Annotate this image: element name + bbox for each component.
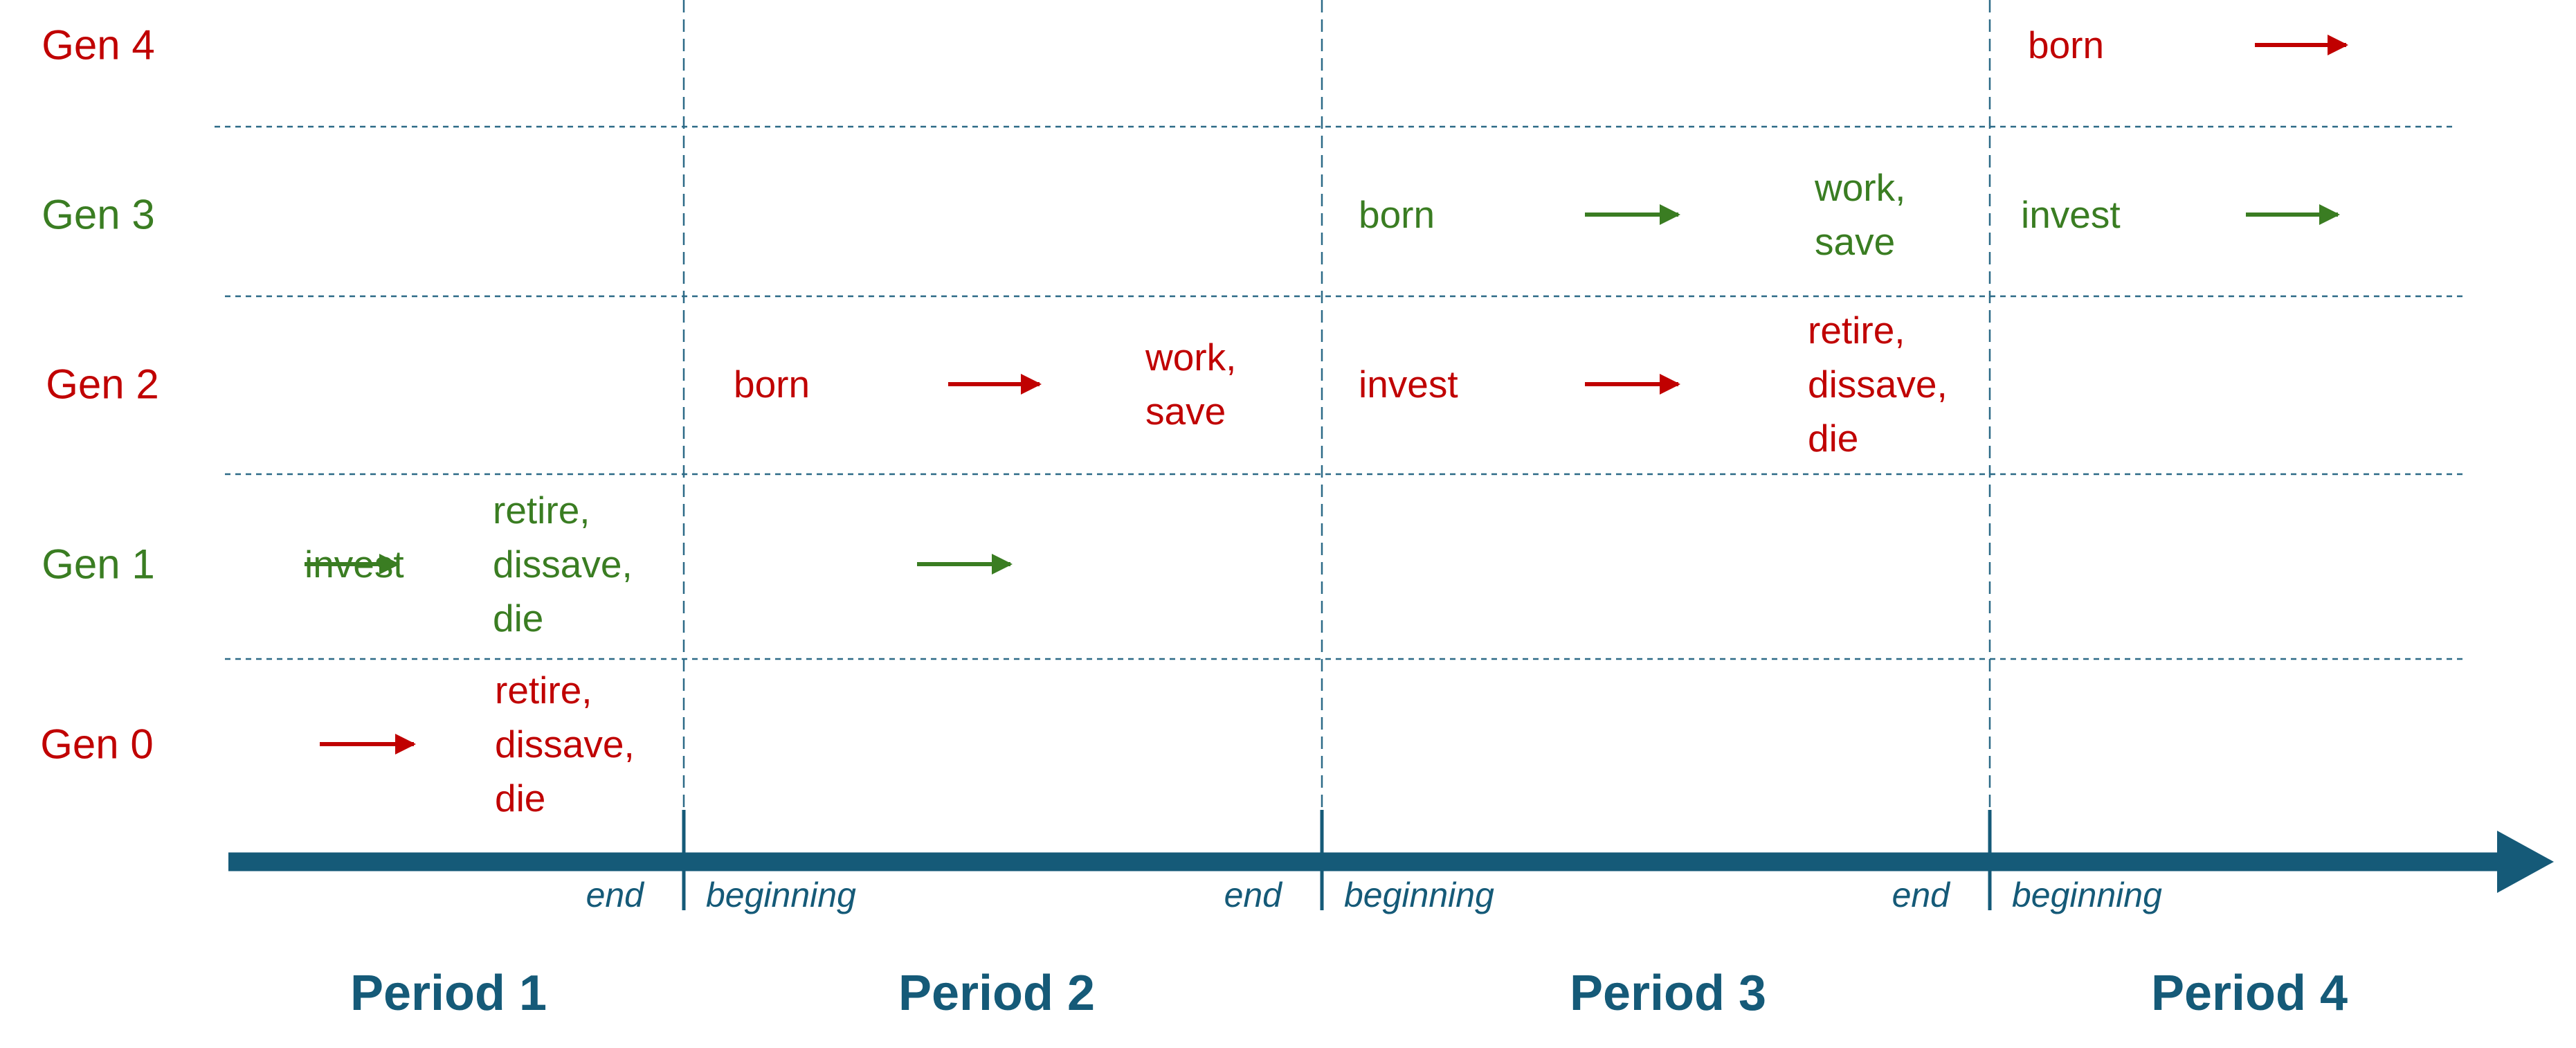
stage-text: invest: [1359, 363, 1458, 406]
period-end-label: end: [1224, 876, 1284, 914]
generation-label: Gen 0: [40, 721, 153, 768]
generation-label: Gen 2: [46, 361, 158, 408]
stage-text: work,: [1814, 166, 1905, 209]
time-axis-arrowhead: [2497, 831, 2554, 893]
stage-text: die: [1808, 417, 1858, 460]
period-label: Period 3: [1570, 966, 1766, 1021]
stage-text: dissave,: [493, 543, 633, 586]
generation-label: Gen 1: [42, 541, 154, 588]
stage-text: retire,: [1808, 309, 1905, 352]
stage-text: retire,: [493, 489, 590, 532]
generation-label: Gen 4: [42, 22, 154, 69]
stage-text: work,: [1145, 336, 1236, 379]
period-beginning-label: beginning: [706, 876, 856, 914]
stage-text: retire,: [495, 669, 592, 712]
stage-text: born: [1359, 193, 1435, 236]
stage-text: save: [1145, 390, 1226, 433]
stage-text: born: [734, 363, 810, 406]
stage-text: dissave,: [1808, 363, 1948, 406]
period-end-label: end: [1892, 876, 1952, 914]
stage-text: invest: [2021, 193, 2121, 236]
period-end-label: end: [586, 876, 646, 914]
stage-text: dissave,: [495, 723, 635, 766]
stage-text: die: [495, 777, 545, 820]
stage-text: born: [2028, 24, 2104, 66]
stage-text: die: [493, 597, 543, 640]
stage-text: save: [1815, 220, 1895, 263]
period-beginning-label: beginning: [2012, 876, 2162, 914]
period-label: Period 4: [2151, 966, 2348, 1021]
period-label: Period 1: [350, 966, 547, 1021]
generation-label: Gen 3: [42, 192, 154, 238]
period-beginning-label: beginning: [1344, 876, 1494, 914]
period-label: Period 2: [898, 966, 1095, 1021]
